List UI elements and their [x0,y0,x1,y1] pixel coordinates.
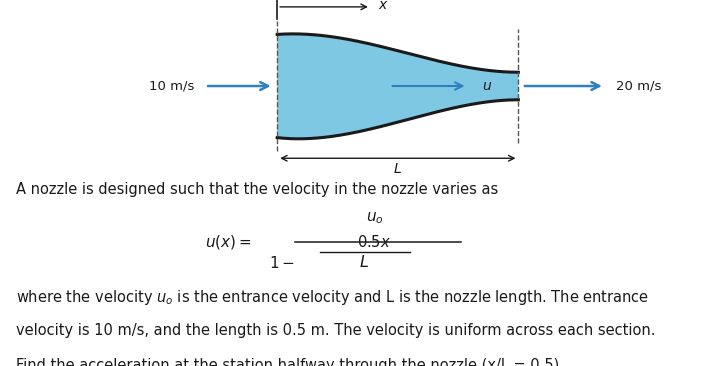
Text: 20 m/s: 20 m/s [616,79,661,93]
Text: A nozzle is designed such that the velocity in the nozzle varies as: A nozzle is designed such that the veloc… [16,182,498,197]
Text: Find the acceleration at the station halfway through the nozzle (x/L = 0.5): Find the acceleration at the station hal… [16,358,559,366]
Text: $L$: $L$ [359,254,369,270]
Text: L: L [394,162,402,176]
Text: 10 m/s: 10 m/s [149,79,194,93]
Text: $u(x) =$: $u(x) =$ [205,233,252,251]
Text: $u_o$: $u_o$ [366,211,383,226]
Text: $0.5x$: $0.5x$ [357,234,392,250]
Text: velocity is 10 m/s, and the length is 0.5 m. The velocity is uniform across each: velocity is 10 m/s, and the length is 0.… [16,323,655,338]
Polygon shape [277,34,518,139]
Text: $1 -$: $1 -$ [269,255,295,272]
Text: x: x [378,0,386,12]
Text: u: u [482,79,490,93]
Text: where the velocity $u_o$ is the entrance velocity and L is the nozzle length. Th: where the velocity $u_o$ is the entrance… [16,288,649,307]
